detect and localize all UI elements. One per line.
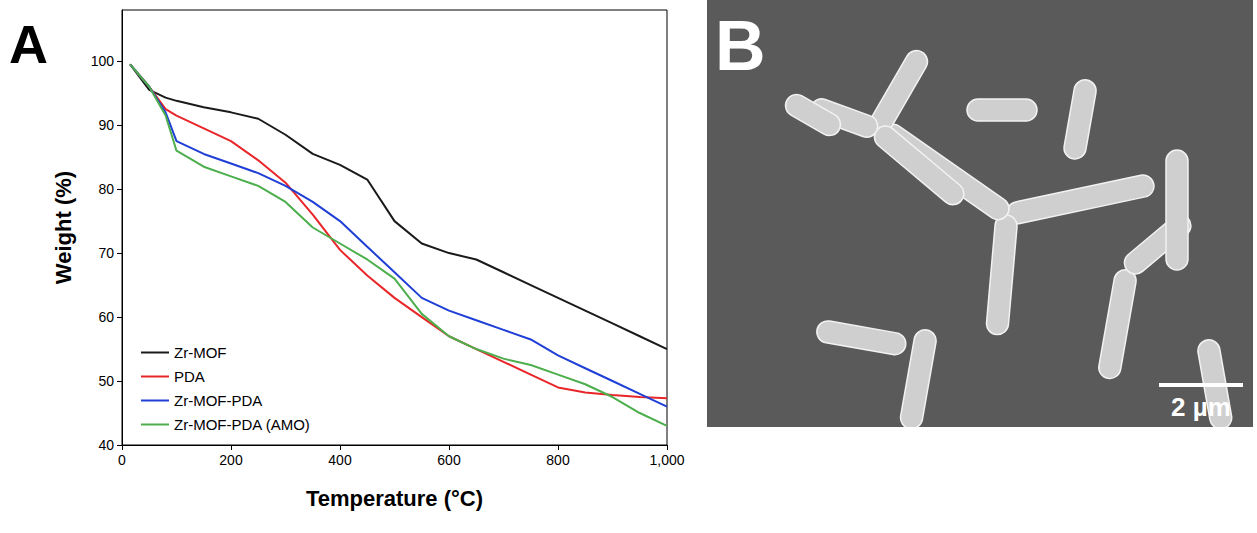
svg-text:100: 100 — [91, 53, 115, 69]
svg-text:Zr-MOF: Zr-MOF — [174, 344, 226, 361]
svg-text:Zr-MOF-PDA (AMO): Zr-MOF-PDA (AMO) — [174, 416, 310, 433]
svg-text:200: 200 — [219, 452, 243, 468]
svg-text:400: 400 — [328, 452, 352, 468]
svg-text:800: 800 — [546, 452, 570, 468]
svg-text:600: 600 — [437, 452, 461, 468]
svg-text:1,000: 1,000 — [649, 452, 684, 468]
svg-text:PDA: PDA — [174, 368, 205, 385]
svg-text:40: 40 — [98, 437, 114, 453]
svg-text:0: 0 — [118, 452, 126, 468]
svg-text:Temperature (°C): Temperature (°C) — [306, 486, 483, 511]
svg-text:A: A — [9, 14, 48, 74]
svg-text:60: 60 — [98, 309, 114, 325]
svg-text:70: 70 — [98, 245, 114, 261]
svg-text:90: 90 — [98, 117, 114, 133]
svg-text:80: 80 — [98, 181, 114, 197]
svg-text:50: 50 — [98, 373, 114, 389]
svg-text:Weight (%): Weight (%) — [51, 171, 76, 284]
svg-text:Zr-MOF-PDA: Zr-MOF-PDA — [174, 392, 262, 409]
svg-text:B: B — [715, 7, 766, 85]
svg-text:2 µm: 2 µm — [1171, 392, 1231, 422]
